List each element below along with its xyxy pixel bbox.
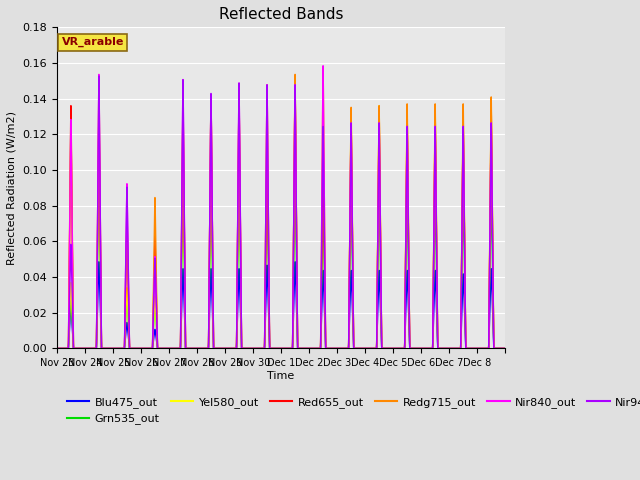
Line: Grn535_out: Grn535_out xyxy=(57,167,505,348)
Yel580_out xyxy=(378,312,385,318)
Redg715_out xyxy=(319,65,327,71)
Redg715_out xyxy=(53,346,61,351)
Nir840_out xyxy=(319,63,327,69)
Red655_out xyxy=(338,346,346,351)
Line: Nir945_out: Nir945_out xyxy=(57,76,505,348)
Blu475_out xyxy=(378,335,385,341)
Grn535_out xyxy=(53,346,61,351)
Yel580_out xyxy=(53,346,61,351)
Redg715_out xyxy=(501,346,509,351)
Nir945_out xyxy=(433,264,440,270)
Grn535_out xyxy=(378,324,385,330)
Red655_out xyxy=(145,346,152,351)
Blu475_out xyxy=(501,346,509,351)
Nir840_out xyxy=(378,314,385,320)
Nir840_out xyxy=(338,346,346,351)
Grn535_out xyxy=(145,346,153,351)
Grn535_out xyxy=(95,164,103,169)
Nir945_out xyxy=(497,346,504,351)
Blu475_out xyxy=(95,259,103,264)
Nir840_out xyxy=(497,346,504,351)
Nir840_out xyxy=(501,346,509,351)
Yel580_out xyxy=(433,257,440,263)
Nir840_out xyxy=(53,346,61,351)
Grn535_out xyxy=(501,346,509,351)
Y-axis label: Reflected Radiation (W/m2): Reflected Radiation (W/m2) xyxy=(7,111,17,265)
Title: Reflected Bands: Reflected Bands xyxy=(219,7,343,22)
Red655_out xyxy=(497,346,504,351)
Red655_out xyxy=(291,77,299,83)
Yel580_out xyxy=(145,346,152,351)
Line: Red655_out: Red655_out xyxy=(57,80,505,348)
Yel580_out xyxy=(291,85,299,91)
Blu475_out xyxy=(53,346,61,351)
X-axis label: Time: Time xyxy=(268,371,294,381)
Line: Blu475_out: Blu475_out xyxy=(57,262,505,348)
Red655_out xyxy=(406,346,413,351)
Red655_out xyxy=(433,259,440,265)
Yel580_out xyxy=(406,346,413,351)
Grn535_out xyxy=(497,346,504,351)
Yel580_out xyxy=(501,346,509,351)
Redg715_out xyxy=(378,312,385,318)
Nir945_out xyxy=(145,346,153,351)
Nir945_out xyxy=(95,73,103,79)
Grn535_out xyxy=(406,346,413,351)
Grn535_out xyxy=(338,346,346,351)
Nir945_out xyxy=(501,346,509,351)
Nir945_out xyxy=(53,346,61,351)
Redg715_out xyxy=(406,346,413,351)
Red655_out xyxy=(378,312,385,318)
Nir840_out xyxy=(433,264,440,270)
Redg715_out xyxy=(338,346,346,351)
Red655_out xyxy=(53,346,61,351)
Line: Redg715_out: Redg715_out xyxy=(57,68,505,348)
Legend: Blu475_out, Grn535_out, Yel580_out, Red655_out, Redg715_out, Nir840_out, Nir945_: Blu475_out, Grn535_out, Yel580_out, Red6… xyxy=(63,393,640,429)
Line: Nir840_out: Nir840_out xyxy=(57,66,505,348)
Red655_out xyxy=(501,346,509,351)
Line: Yel580_out: Yel580_out xyxy=(57,88,505,348)
Nir840_out xyxy=(406,346,413,351)
Grn535_out xyxy=(433,289,440,295)
Text: VR_arable: VR_arable xyxy=(61,37,124,47)
Nir945_out xyxy=(378,314,385,320)
Redg715_out xyxy=(433,255,440,261)
Redg715_out xyxy=(497,346,504,351)
Blu475_out xyxy=(338,346,346,351)
Blu475_out xyxy=(406,346,413,351)
Nir945_out xyxy=(338,346,346,351)
Nir945_out xyxy=(406,346,413,351)
Redg715_out xyxy=(145,346,152,351)
Yel580_out xyxy=(338,346,346,351)
Blu475_out xyxy=(497,346,504,351)
Nir840_out xyxy=(145,346,152,351)
Yel580_out xyxy=(497,346,504,351)
Blu475_out xyxy=(433,317,440,323)
Blu475_out xyxy=(145,346,153,351)
